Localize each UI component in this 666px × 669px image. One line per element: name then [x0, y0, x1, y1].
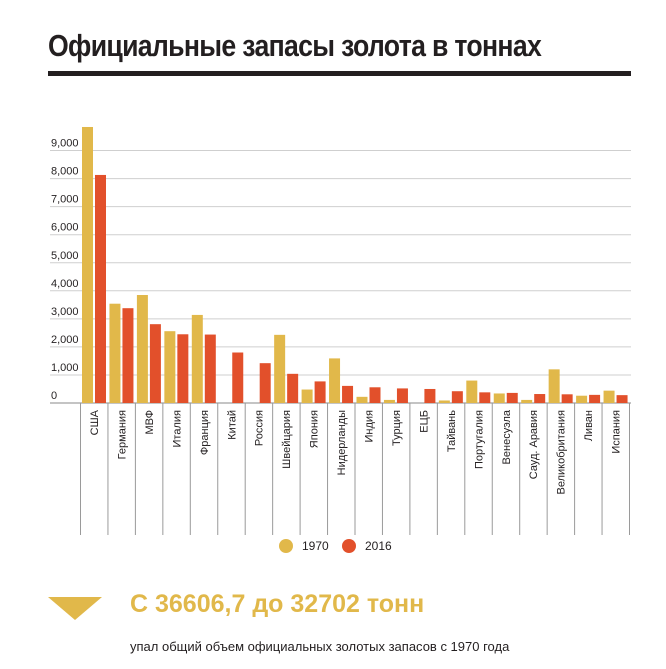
bar-2016 — [616, 395, 628, 403]
legend: 1970 2016 — [279, 539, 392, 553]
x-tick-label: США — [89, 409, 101, 435]
y-tick-label: 5,000 — [51, 250, 79, 262]
bar-2016 — [506, 392, 518, 403]
x-tick-label: Ливан — [583, 410, 595, 441]
bar-2016 — [232, 352, 244, 403]
x-tick-label: Россия — [254, 410, 266, 446]
bar-2016 — [451, 391, 463, 403]
bar-1970 — [356, 396, 368, 403]
y-tick-label: 7,000 — [51, 194, 79, 206]
legend-label-2016: 2016 — [365, 539, 392, 553]
x-tick-label: Индия — [364, 410, 376, 443]
bar-2016 — [95, 174, 106, 403]
bar-1970 — [383, 399, 395, 403]
bar-2016 — [122, 308, 134, 403]
x-tick-label: Венесуэла — [501, 409, 513, 464]
x-tick-label: МВФ — [144, 410, 156, 435]
y-tick-label: 1,000 — [51, 362, 79, 374]
x-tick-label: ЕЦБ — [418, 410, 430, 433]
y-tick-label: 3,000 — [51, 306, 79, 318]
y-tick-label: 6,000 — [51, 222, 79, 234]
bar-1970 — [301, 389, 313, 403]
bar-1970 — [576, 395, 588, 403]
legend-swatch-2016 — [342, 539, 356, 553]
x-tick-label: Тайвань — [446, 410, 458, 452]
bar-2016 — [396, 388, 408, 403]
bar-2016 — [561, 394, 573, 403]
y-tick-label: 2,000 — [51, 334, 79, 346]
bar-1970 — [438, 400, 450, 403]
bar-1970 — [164, 331, 176, 403]
bar-2016 — [534, 394, 546, 403]
x-axis-separators — [80, 403, 630, 535]
bar-1970 — [82, 126, 93, 403]
bar-2016 — [149, 324, 161, 403]
summary-subtext: упал общий объем официальных золотых зап… — [130, 639, 510, 654]
bar-1970 — [274, 334, 286, 403]
x-tick-label: Китай — [226, 410, 238, 440]
bar-1970 — [329, 358, 341, 403]
summary-headline: С 36606,7 до 32702 тонн — [130, 590, 425, 618]
down-arrow-icon — [48, 597, 102, 620]
x-tick-label: Турция — [391, 410, 403, 446]
bar-1970 — [136, 295, 148, 403]
x-tick-label: Япония — [309, 410, 321, 448]
y-tick-label: 4,000 — [51, 278, 79, 290]
bar-1970 — [109, 303, 121, 403]
x-tick-label: Германия — [116, 410, 128, 459]
bar-2016 — [204, 334, 216, 403]
bar-1970 — [603, 390, 615, 403]
x-tick-label: Швейцария — [281, 410, 293, 469]
x-axis-category-labels: США Германия МВФ Италия Франция Китай Россия Шв… — [89, 409, 623, 494]
bar-2016 — [369, 387, 381, 403]
bar-2016 — [342, 385, 354, 403]
bar-1970 — [521, 399, 533, 403]
x-tick-label: Великобритания — [556, 410, 568, 495]
x-tick-label: Италия — [171, 410, 183, 448]
bar-1970 — [548, 369, 560, 403]
legend-swatch-1970 — [279, 539, 293, 553]
title-rule — [48, 71, 631, 76]
y-tick-label: 0 — [51, 390, 57, 402]
x-tick-label: Испания — [611, 410, 623, 454]
bar-2016 — [589, 394, 601, 403]
y-axis-tick-labels: 0 1,000 2,000 3,000 4,000 5,000 6,000 7,000 8,00… — [51, 138, 79, 402]
bar-1970 — [191, 314, 203, 403]
x-tick-label: Португалия — [473, 410, 485, 469]
bars — [82, 126, 628, 403]
y-tick-label: 8,000 — [51, 166, 79, 178]
y-tick-label: 9,000 — [51, 138, 79, 150]
bar-2016 — [259, 363, 271, 403]
bar-chart: 0 1,000 2,000 3,000 4,000 5,000 6,000 7,000 8,00… — [50, 126, 631, 553]
x-tick-label: Нидерланды — [336, 410, 348, 475]
bar-2016 — [424, 388, 436, 403]
bar-1970 — [493, 393, 505, 403]
bar-2016 — [479, 392, 491, 403]
bar-2016 — [314, 381, 326, 403]
legend-label-1970: 1970 — [302, 539, 329, 553]
x-tick-label: Франция — [199, 410, 211, 455]
bar-2016 — [177, 334, 189, 403]
x-tick-label: Сауд. Аравия — [528, 410, 540, 479]
bar-1970 — [466, 380, 478, 403]
chart-title: Официальные запасы золота в тоннах — [48, 28, 542, 63]
bar-2016 — [287, 373, 299, 403]
